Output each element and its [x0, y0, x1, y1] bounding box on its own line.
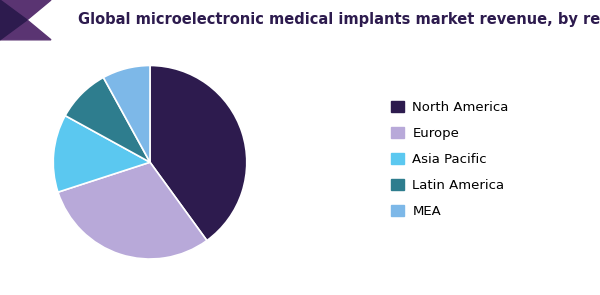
Polygon shape	[0, 0, 51, 40]
Polygon shape	[0, 0, 27, 40]
Text: Global microelectronic medical implants market revenue, by region, 2016 (%): Global microelectronic medical implants …	[78, 12, 600, 27]
Wedge shape	[53, 116, 150, 192]
Wedge shape	[58, 162, 207, 259]
Wedge shape	[65, 78, 150, 162]
Legend: North America, Europe, Asia Pacific, Latin America, MEA: North America, Europe, Asia Pacific, Lat…	[391, 101, 509, 218]
Wedge shape	[150, 65, 247, 240]
Wedge shape	[103, 65, 150, 162]
